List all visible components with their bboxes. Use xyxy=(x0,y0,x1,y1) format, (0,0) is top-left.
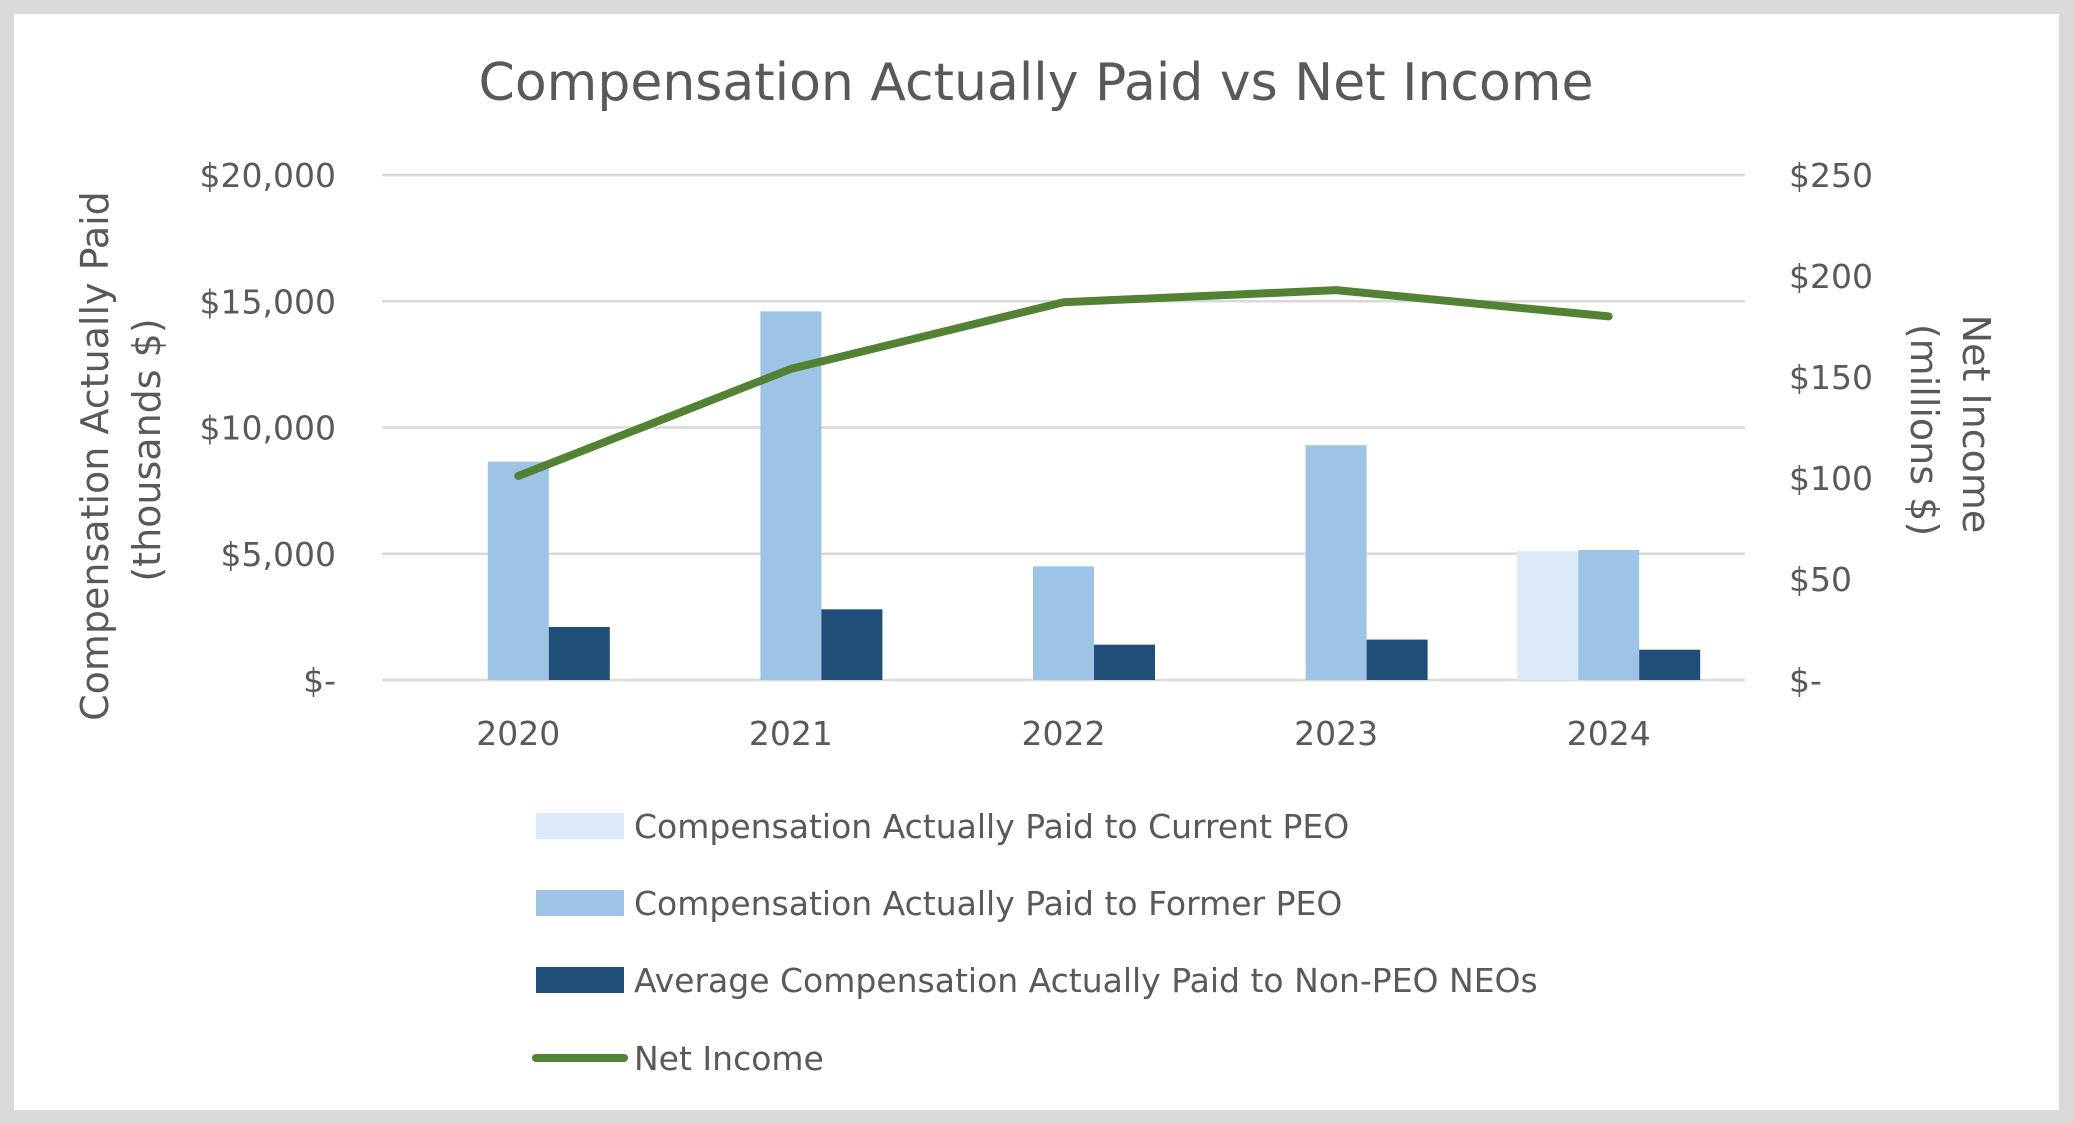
x-axis-ticks: 2020 2021 2022 2023 2024 xyxy=(476,714,1650,753)
left-tick-label: $5,000 xyxy=(221,535,336,574)
net-income-line xyxy=(514,286,1613,480)
left-tick-label: $10,000 xyxy=(200,409,336,448)
legend-label: Compensation Actually Paid to Former PEO xyxy=(634,884,1342,923)
legend-swatch xyxy=(536,967,624,993)
right-tick-label: $100 xyxy=(1789,459,1873,498)
x-tick-label: 2022 xyxy=(1022,714,1106,753)
net-income-point xyxy=(1607,315,1610,318)
right-tick-label: $- xyxy=(1789,661,1822,700)
bars xyxy=(487,311,1701,680)
right-axis-title-line-2: (millions $) xyxy=(1902,324,1946,536)
left-axis-title-line-2: (thousands $) xyxy=(125,318,169,581)
x-tick-label: 2021 xyxy=(749,714,833,753)
bar xyxy=(1517,551,1579,680)
right-axis-title: Net Income (millions $) xyxy=(1902,315,1998,546)
left-axis-ticks: $- $5,000 $10,000 $15,000 $20,000 xyxy=(200,156,336,700)
x-tick-label: 2020 xyxy=(476,714,560,753)
legend-swatch xyxy=(536,890,624,916)
left-tick-label: $15,000 xyxy=(200,282,336,321)
x-tick-label: 2024 xyxy=(1567,714,1651,753)
left-tick-label: $20,000 xyxy=(200,156,336,195)
net-income-point xyxy=(789,367,792,370)
x-tick-label: 2023 xyxy=(1294,714,1378,753)
bar xyxy=(1639,649,1701,680)
net-income-line-group xyxy=(514,286,1613,480)
right-axis-ticks: $- $50 $100 $150 $200 $250 xyxy=(1789,156,1873,700)
bar xyxy=(487,461,549,680)
bar xyxy=(1366,639,1428,680)
net-income-point xyxy=(1062,301,1065,304)
bar xyxy=(1305,445,1367,680)
right-tick-label: $200 xyxy=(1789,257,1873,296)
left-axis-title: Compensation Actually Paid (thousands $) xyxy=(73,179,169,721)
bar xyxy=(1033,566,1094,680)
net-income-point xyxy=(1335,289,1338,292)
right-tick-label: $50 xyxy=(1789,560,1852,599)
chart-title: Compensation Actually Paid vs Net Income xyxy=(479,53,1594,113)
bar xyxy=(1094,644,1155,680)
right-axis-title-line-1: Net Income xyxy=(1954,315,1998,534)
legend: Compensation Actually Paid to Current PE… xyxy=(532,807,1538,1078)
bar xyxy=(1578,549,1640,680)
legend-label: Average Compensation Actually Paid to No… xyxy=(634,961,1538,1000)
legend-swatch xyxy=(536,813,624,839)
legend-label: Net Income xyxy=(634,1039,824,1078)
left-axis-title-line-1: Compensation Actually Paid xyxy=(73,191,117,721)
net-income-point xyxy=(517,474,520,477)
right-tick-label: $150 xyxy=(1789,358,1873,397)
bar xyxy=(548,626,610,680)
right-tick-label: $250 xyxy=(1789,156,1873,195)
left-tick-label: $- xyxy=(303,661,336,700)
legend-label: Compensation Actually Paid to Current PE… xyxy=(634,807,1349,846)
bar xyxy=(821,609,883,680)
